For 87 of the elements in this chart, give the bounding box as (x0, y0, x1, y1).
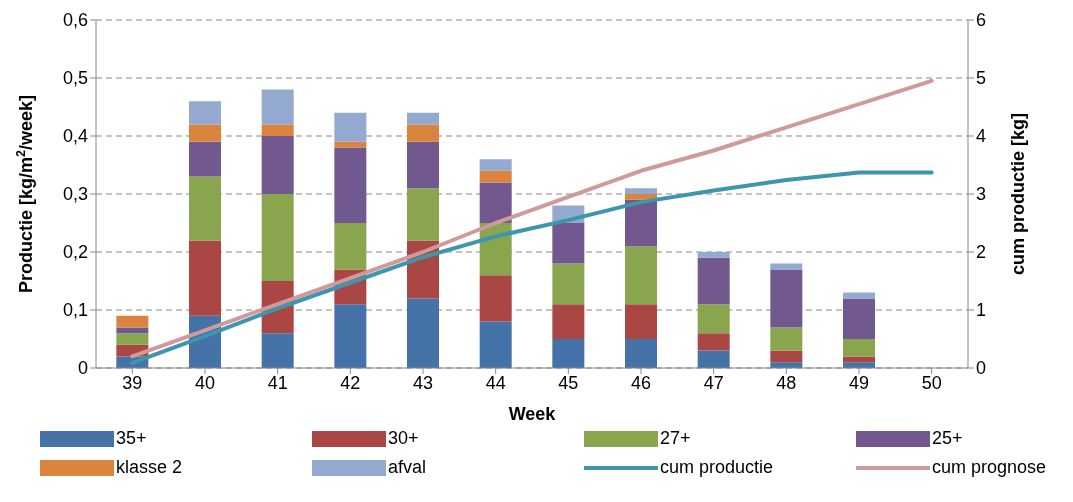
y-tick-label: 0,6 (62, 10, 88, 31)
bar (770, 350, 803, 363)
bar (116, 333, 149, 345)
x-tick-label: 46 (630, 372, 652, 393)
legend-label: 27+ (660, 428, 691, 449)
y-tick-label: 0,4 (62, 126, 88, 147)
legend-label: klasse 2 (116, 457, 183, 478)
bar (552, 304, 585, 339)
bar (116, 315, 149, 328)
bar (261, 194, 294, 281)
bar (334, 304, 367, 368)
x-tick-label: 41 (267, 372, 288, 393)
y2-axis-title: cum productie [kg] (1008, 112, 1028, 276)
bar (479, 321, 512, 368)
bar (189, 240, 222, 316)
bar (407, 141, 440, 189)
x-tick-label: 45 (558, 372, 579, 393)
bar (697, 257, 730, 305)
x-tick-label: 42 (340, 372, 361, 393)
bar (697, 333, 730, 351)
bar (479, 275, 512, 322)
x-tick-label: 40 (194, 372, 216, 393)
bar (334, 223, 367, 270)
bar (261, 333, 294, 368)
bar (479, 182, 512, 223)
bar (189, 141, 222, 177)
x-tick-label: 48 (776, 372, 797, 393)
legend-label: 25+ (932, 428, 963, 449)
bar (334, 112, 367, 142)
bar (697, 350, 730, 368)
line-series (130, 170, 934, 365)
bar (189, 124, 222, 142)
bar (625, 304, 658, 339)
line-series (130, 78, 934, 359)
x-axis-title: Week (508, 404, 557, 424)
x-tick-label: 47 (703, 372, 724, 393)
y2-tick-label: 1 (976, 300, 987, 321)
x-tick-label: 43 (412, 372, 434, 393)
legend-label: cum productie (660, 457, 774, 478)
y2-tick-label: 0 (976, 358, 987, 379)
y-tick-label: 0,2 (62, 242, 88, 263)
bar (770, 269, 803, 328)
bar (407, 188, 440, 241)
y2-tick-label: 4 (976, 126, 987, 147)
bar (189, 101, 222, 125)
bar (261, 136, 294, 194)
bar (843, 298, 876, 339)
bar (334, 147, 367, 223)
bar (843, 356, 876, 363)
y2-tick-label: 3 (976, 184, 987, 205)
y2-tick-label: 5 (976, 68, 987, 89)
bar (843, 339, 876, 357)
legend-label: afval (388, 457, 427, 478)
bar (261, 89, 294, 125)
bar (189, 176, 222, 241)
bar (334, 141, 367, 148)
y-tick-label: 0,1 (62, 300, 88, 321)
x-tick-label: 50 (921, 372, 942, 393)
bar (625, 339, 658, 368)
y2-tick-label: 6 (976, 10, 987, 31)
y-tick-label: 0,5 (62, 68, 88, 89)
x-tick-label: 39 (122, 372, 143, 393)
bar (116, 327, 149, 334)
bar (697, 304, 730, 334)
bar (552, 223, 585, 264)
legend-label: cum prognose (932, 457, 1047, 478)
bar (552, 339, 585, 368)
bar (625, 246, 658, 305)
bar (552, 263, 585, 305)
bar (407, 124, 440, 142)
bar (770, 327, 803, 351)
legend-label: 30+ (388, 428, 419, 449)
bar (261, 124, 294, 136)
bar (479, 170, 512, 183)
bar (479, 159, 512, 171)
legend-label: 35+ (116, 428, 147, 449)
bar (407, 298, 440, 368)
bar (625, 194, 658, 200)
bar (625, 188, 658, 194)
bar (625, 199, 658, 247)
bar (697, 252, 730, 258)
y-tick-label: 0 (77, 358, 88, 379)
x-tick-label: 44 (485, 372, 506, 393)
y2-tick-label: 2 (976, 242, 987, 263)
x-tick-label: 49 (848, 372, 870, 393)
y-tick-label: 0,3 (62, 184, 88, 205)
bar (407, 112, 440, 125)
